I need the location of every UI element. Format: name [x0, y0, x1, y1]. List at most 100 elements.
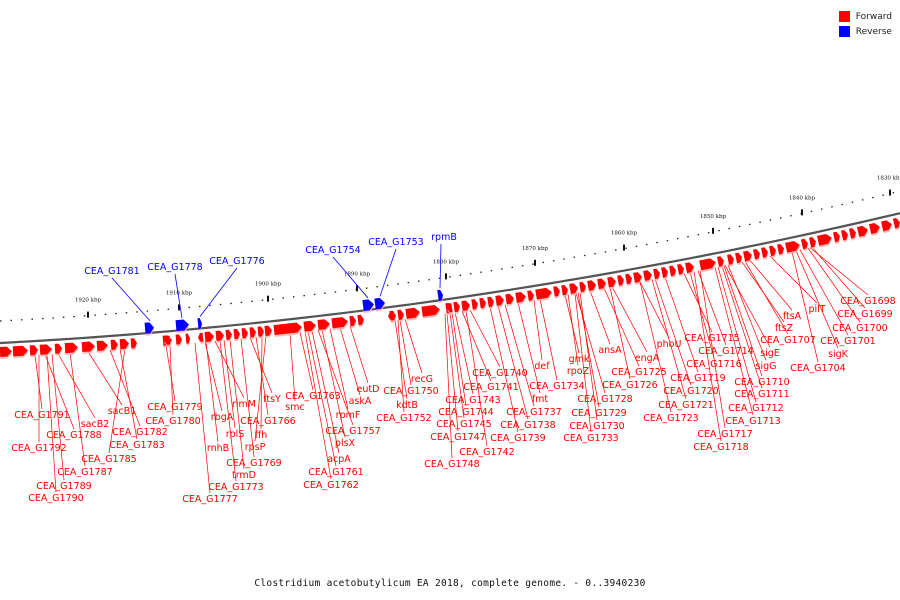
forward-gene-arrow [857, 225, 869, 239]
reverse-gene-label: CEA_G1781 [84, 266, 139, 277]
forward-gene-arrow [471, 299, 479, 312]
forward-gene-label: CEA_G1734 [529, 381, 584, 392]
forward-gene-arrow [257, 326, 265, 339]
scale-tick [356, 285, 358, 292]
forward-gene-label: ftsY [263, 394, 281, 405]
forward-gene-arrow [505, 293, 515, 307]
scale-tick [534, 259, 536, 266]
forward-gene-label: CEA_G1714 [698, 346, 753, 357]
gene-arrow [257, 326, 264, 337]
gene-arrow [625, 273, 632, 285]
forward-gene-label: sacB1 [108, 406, 137, 417]
gene-arrow [362, 299, 374, 312]
forward-leader-line [399, 319, 412, 386]
forward-gene-arrow [809, 237, 817, 250]
scale-tick [801, 209, 803, 216]
forward-leader-line [639, 281, 672, 413]
forward-leader-line [87, 351, 123, 406]
gene-arrow [881, 220, 892, 232]
gene-arrow [303, 320, 316, 332]
forward-gene-label: ftsA [783, 311, 802, 322]
forward-leader-line [51, 353, 65, 481]
forward-gene-arrow [685, 262, 695, 275]
forward-leader-line [567, 294, 579, 366]
forward-gene-label: engA [635, 353, 660, 364]
forward-gene-arrow [677, 264, 685, 277]
forward-gene-label: rpoZ [567, 366, 590, 377]
forward-gene-arrow [535, 287, 553, 302]
gene-arrow [669, 265, 676, 277]
forward-leader-line [639, 281, 670, 339]
forward-gene-arrow [405, 307, 421, 321]
forward-gene-arrow [110, 339, 119, 352]
forward-leader-line [339, 327, 361, 396]
forward-leader-line [693, 271, 722, 442]
forward-gene-label: plsX [335, 438, 356, 449]
gene-arrow [848, 228, 856, 239]
forward-leader-line [299, 332, 314, 391]
forward-gene-arrow [735, 252, 743, 266]
forward-gene-label: ftsZ [775, 323, 794, 334]
forward-leader-line [791, 251, 819, 363]
forward-leader-line [223, 340, 236, 429]
gene-arrow [447, 303, 453, 313]
scale-tick [445, 273, 447, 280]
forward-leader-line [219, 340, 237, 482]
forward-gene-label: CEA_G1716 [686, 359, 741, 370]
forward-leader-line [249, 337, 273, 394]
forward-gene-arrow [130, 338, 138, 351]
forward-gene-arrow [303, 320, 317, 334]
gene-arrow [699, 258, 716, 271]
forward-leader-line [723, 265, 763, 377]
forward-leader-line [799, 249, 849, 336]
gene-arrow [505, 293, 514, 305]
forward-leader-line [727, 264, 767, 361]
reverse-gene-arrow [437, 289, 444, 303]
forward-leader-line [749, 260, 793, 311]
forward-gene-label: phoU [657, 339, 682, 350]
forward-leader-line [205, 341, 219, 443]
forward-gene-label: acpA [327, 454, 351, 465]
forward-gene-label: CEA_G1750 [383, 386, 438, 397]
forward-gene-arrow [273, 322, 303, 338]
forward-gene-arrow [461, 300, 471, 314]
forward-gene-arrow [357, 314, 365, 328]
forward-gene-arrow [832, 231, 841, 245]
gene-arrow [607, 276, 616, 288]
forward-leader-line [451, 312, 467, 407]
forward-gene-arrow [669, 265, 677, 279]
forward-leader-line [577, 292, 600, 408]
reverse-gene-arrow [144, 322, 155, 336]
gene-arrow [495, 295, 504, 306]
gene-arrow [892, 217, 900, 229]
gene-arrow [809, 237, 816, 248]
gene-arrow [753, 248, 760, 260]
forward-leader-line [449, 312, 465, 419]
legend-reverse[interactable]: Reverse [838, 24, 892, 39]
gene-arrow [54, 343, 62, 354]
forward-gene-label: CEA_G1783 [109, 440, 164, 451]
forward-leader-line [504, 304, 535, 407]
forward-leader-line [461, 310, 492, 382]
legend-forward[interactable]: Forward [838, 9, 892, 24]
forward-gene-label: gmk [569, 354, 590, 365]
gene-arrow [661, 267, 668, 278]
forward-gene-arrow [561, 284, 569, 298]
forward-gene-label: CEA_G1699 [837, 309, 892, 320]
forward-gene-arrow [119, 338, 130, 352]
forward-leader-line [165, 345, 176, 402]
forward-gene-label: CEA_G1741 [463, 382, 518, 393]
forward-gene-arrow [264, 325, 273, 338]
forward-gene-label: CEA_G1698 [840, 296, 895, 307]
forward-gene-arrow [215, 330, 225, 343]
forward-gene-label: CEA_G1752 [376, 413, 431, 424]
forward-gene-arrow [54, 343, 63, 356]
forward-gene-arrow [29, 345, 39, 358]
gene-arrow [515, 291, 526, 303]
forward-gene-label: CEA_G1785 [81, 454, 136, 465]
forward-leader-line [697, 270, 727, 346]
forward-gene-label: CEA_G1780 [145, 416, 200, 427]
forward-gene-arrow [225, 329, 233, 342]
gene-arrow [264, 325, 272, 336]
